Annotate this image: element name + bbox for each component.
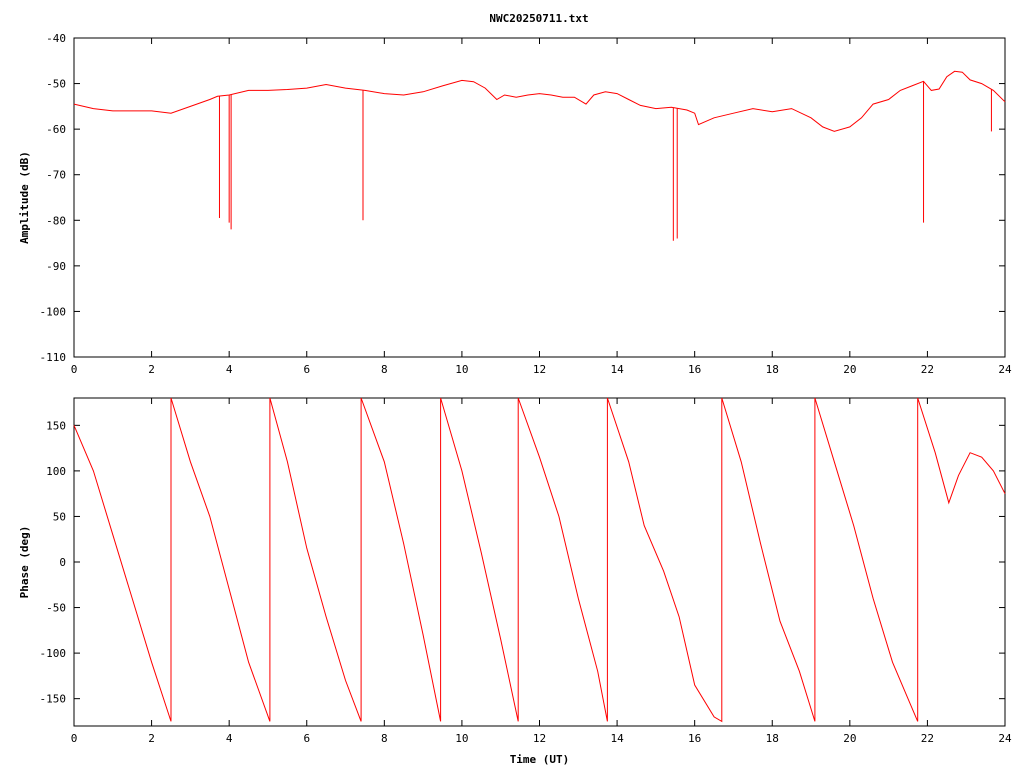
- plot-frame: [73, 397, 1006, 727]
- y-tick-label: -70: [46, 169, 66, 182]
- y-tick-label: -90: [46, 260, 66, 273]
- x-tick-label: 14: [610, 363, 624, 376]
- y-tick-label: 50: [53, 510, 66, 523]
- x-tick-label: 2: [148, 732, 155, 745]
- x-tick-label: 10: [455, 732, 468, 745]
- y-tick-label: 0: [59, 556, 66, 569]
- y-tick-label: -60: [46, 123, 66, 136]
- x-tick-label: 14: [610, 732, 624, 745]
- x-tick-label: 22: [921, 363, 934, 376]
- y-tick-label: -100: [40, 647, 67, 660]
- series-line: [73, 397, 1006, 723]
- series-line: [73, 70, 1006, 132]
- y-tick-label: -110: [40, 351, 67, 364]
- x-tick-label: 4: [226, 732, 233, 745]
- x-tick-label: 18: [766, 732, 779, 745]
- x-tick-label: 20: [843, 732, 856, 745]
- y-tick-label: -50: [46, 602, 66, 615]
- x-tick-label: 8: [381, 732, 388, 745]
- y-tick-label: -80: [46, 214, 66, 227]
- y-tick-label: -150: [40, 693, 67, 706]
- x-tick-label: 24: [998, 363, 1012, 376]
- x-tick-label: 12: [533, 363, 546, 376]
- x-tick-label: 6: [303, 732, 310, 745]
- y-tick-label: -50: [46, 78, 66, 91]
- y-axis-label: Amplitude (dB): [18, 151, 31, 244]
- x-tick-label: 2: [148, 363, 155, 376]
- x-tick-label: 10: [455, 363, 468, 376]
- x-tick-label: 6: [303, 363, 310, 376]
- y-tick-label: -100: [40, 305, 67, 318]
- x-tick-label: 22: [921, 732, 934, 745]
- x-tick-label: 0: [71, 363, 78, 376]
- x-tick-label: 8: [381, 363, 388, 376]
- phase-panel: 0 2 4 6 8 10 12 14 16 18 20 22 24-150-100-5005010015…: [18, 397, 1012, 766]
- x-tick-label: 0: [71, 732, 78, 745]
- chart-title: NWC20250711.txt: [489, 12, 588, 25]
- x-tick-label: 20: [843, 363, 856, 376]
- x-tick-label: 18: [766, 363, 779, 376]
- x-tick-label: 16: [688, 732, 701, 745]
- y-tick-label: -40: [46, 32, 66, 45]
- y-tick-label: 150: [46, 419, 66, 432]
- y-tick-label: 100: [46, 465, 66, 478]
- x-axis-label: Time (UT): [510, 753, 570, 766]
- amplitude-panel: 0 2 4 6 8 10 12 14 16 18 20 22 24-110-100-90-80-70-6…: [18, 32, 1012, 376]
- x-tick-label: 12: [533, 732, 546, 745]
- y-axis-label: Phase (deg): [18, 526, 31, 599]
- x-tick-label: 16: [688, 363, 701, 376]
- x-tick-label: 24: [998, 732, 1012, 745]
- plot-frame: [73, 37, 1006, 358]
- x-tick-label: 4: [226, 363, 233, 376]
